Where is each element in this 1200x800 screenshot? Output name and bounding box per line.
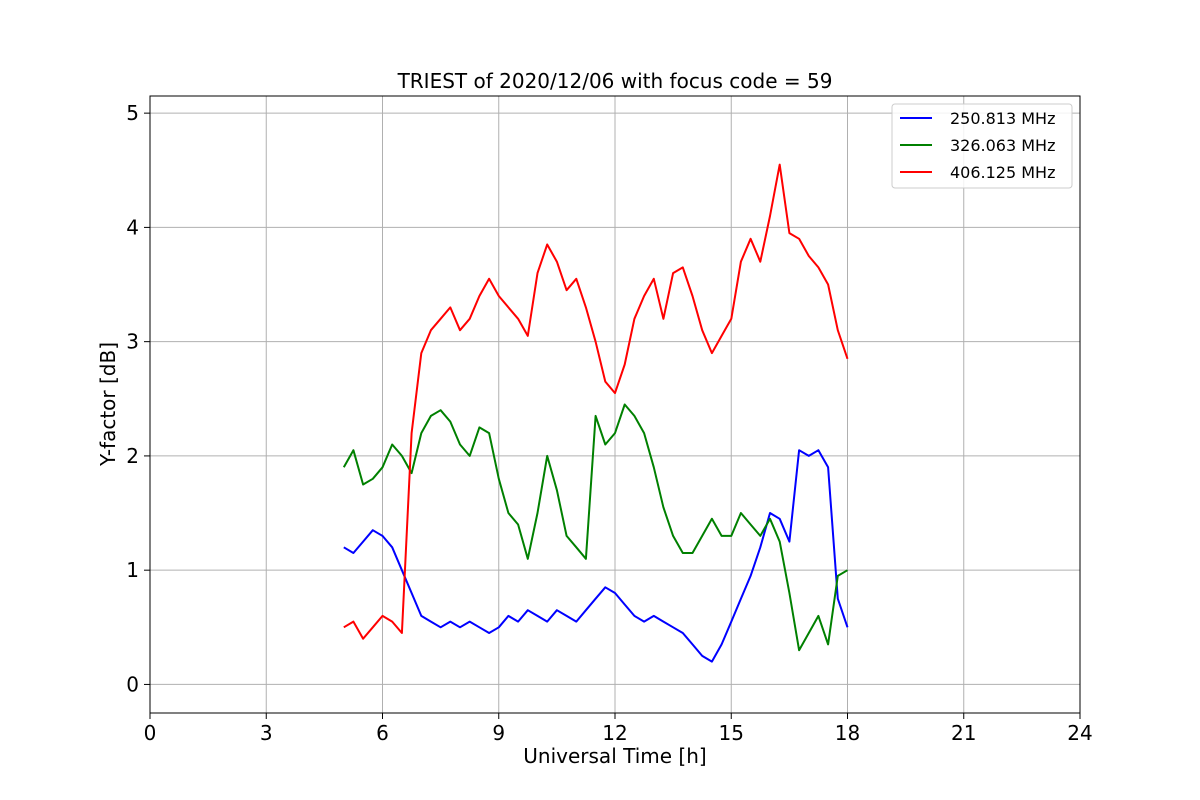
x-tick-label: 9 [492,721,505,745]
x-tick-label: 12 [602,721,627,745]
y-tick-label: 2 [126,444,139,468]
grid [150,96,1080,713]
y-tick-label: 0 [126,672,139,696]
chart-title: TRIEST of 2020/12/06 with focus code = 5… [397,69,833,93]
legend-label-2: 326.063 MHz [950,136,1055,155]
x-tick-label: 18 [835,721,860,745]
x-tick-label: 15 [719,721,744,745]
x-tick-label: 0 [144,721,157,745]
x-tick-label: 3 [260,721,273,745]
x-tick-label: 24 [1067,721,1092,745]
x-axis-label: Universal Time [h] [523,744,706,768]
legend-label-1: 250.813 MHz [950,109,1055,128]
series-line-2 [342,403,849,652]
series-line-1 [343,449,849,663]
legend: 250.813 MHz 326.063 MHz 406.125 MHz [891,103,1073,189]
y-tick-label: 5 [126,101,139,125]
x-tick-label: 6 [376,721,389,745]
y-tick-label: 3 [126,330,139,354]
legend-box [891,103,1073,189]
legend-label-3: 406.125 MHz [950,163,1055,182]
series-line-3 [343,163,849,640]
series-layer [342,163,849,663]
y-tick-label: 1 [126,558,139,582]
x-tick-label: 21 [951,721,976,745]
y-axis-label: Y-factor [dB] [96,342,120,467]
y-tick-label: 4 [126,215,139,239]
